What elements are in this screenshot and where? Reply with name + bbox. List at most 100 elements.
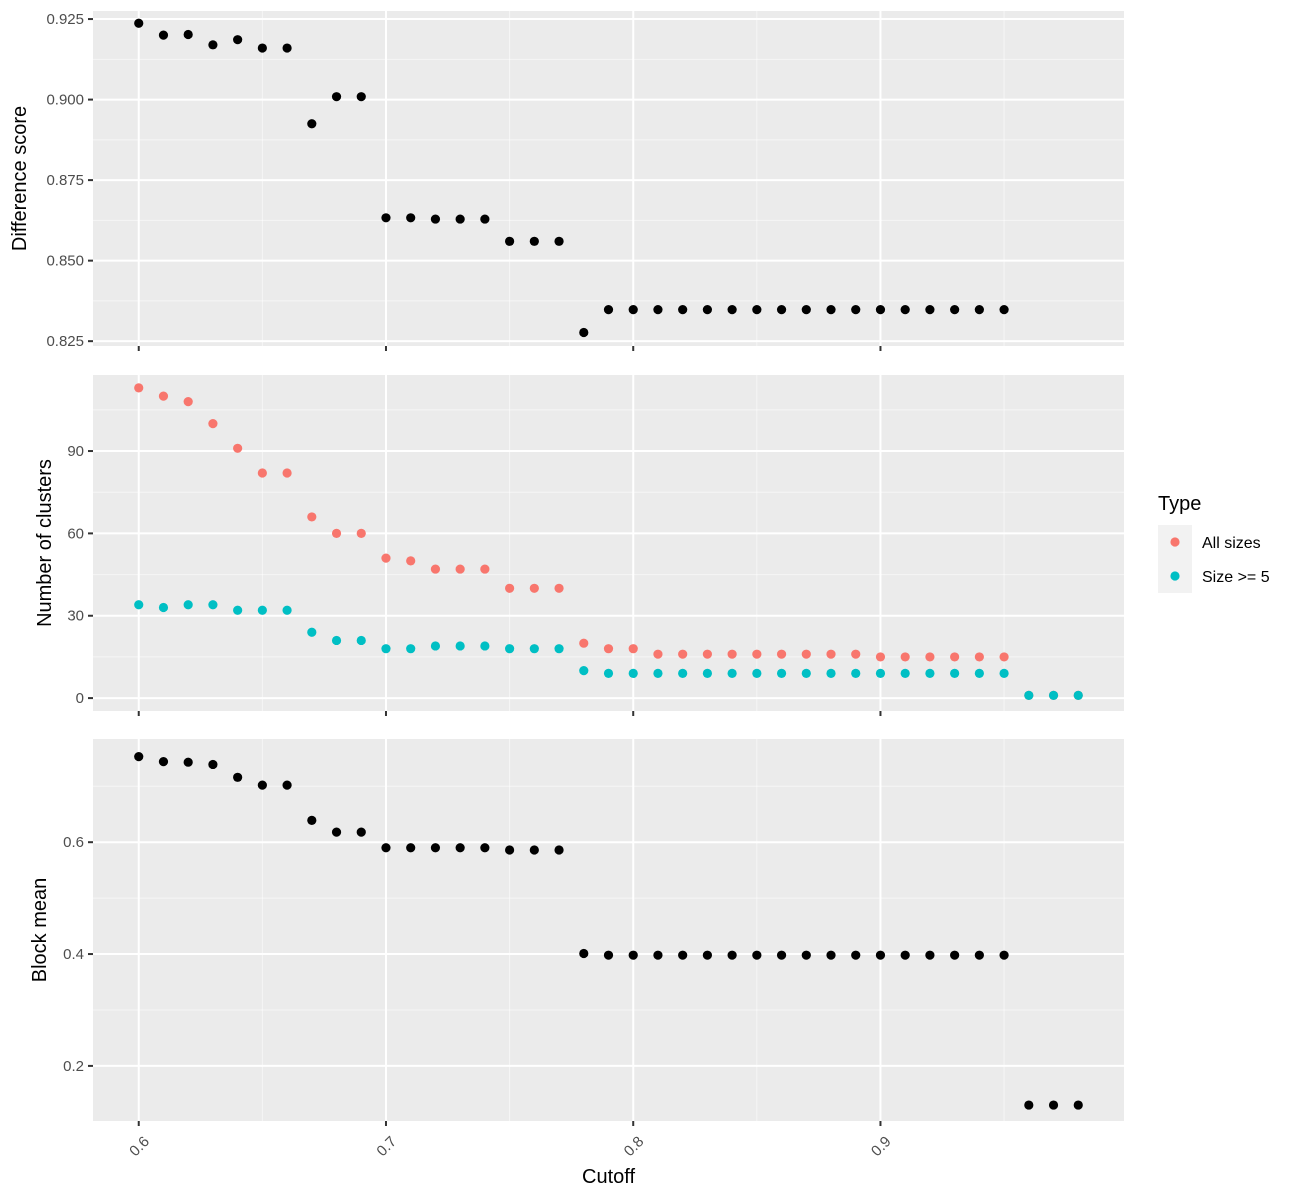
data-point [603,644,614,654]
data-point [900,950,910,960]
panel-background [93,11,1124,346]
data-point [801,668,811,678]
y-tick-label: 60 [67,525,84,542]
data-point [875,652,886,662]
data-point [752,668,762,678]
y-axis-title: Difference score [9,106,31,251]
data-point [974,668,984,678]
data-point [628,305,638,315]
data-point [554,583,564,593]
data-point [356,528,366,538]
data-point [603,668,614,678]
data-point [776,668,787,678]
data-point [356,635,366,646]
y-tick-label: 30 [67,608,84,625]
data-point [282,43,292,53]
data-point [628,668,638,678]
data-point [331,635,342,646]
data-point [653,649,663,659]
data-point [579,948,589,959]
data-point [752,649,762,659]
data-point [653,305,663,315]
data-point [999,652,1009,662]
data-point [480,843,490,853]
data-point [455,843,465,853]
data-point [851,305,861,315]
data-point [628,950,638,960]
data-point [950,950,960,960]
data-point [603,305,614,315]
data-point [406,843,416,853]
data-point [307,119,317,129]
data-point [331,92,342,102]
data-point [875,305,886,315]
data-point [381,843,391,853]
y-tick-label: 0.825 [46,333,84,350]
data-point [826,305,836,315]
data-point [603,950,614,960]
data-point [282,780,292,790]
data-point [974,652,984,662]
data-point [727,950,737,960]
x-tick-label: 0.8 [621,1133,648,1160]
data-point [1048,690,1059,700]
x-tick-label: 0.6 [126,1133,153,1160]
legend: Type All sizes Size >= 5 [1158,493,1270,593]
data-point [480,641,490,651]
panel-1: 0.825 0.850 0.875 0.900 0.925 Difference scor… [9,11,1124,351]
data-point [331,827,342,837]
legend-key [1170,571,1180,581]
panel-2: 0 30 60 90 Number of clusters [34,375,1124,716]
data-point [801,950,811,960]
data-point [925,668,935,678]
data-point [406,556,416,566]
data-point [702,668,712,678]
data-point [529,644,539,654]
data-point [183,600,193,610]
data-point [158,757,169,767]
legend-title: Type [1158,493,1201,515]
data-point [430,843,441,853]
data-point [331,528,342,538]
data-point [158,602,169,613]
data-point [950,305,960,315]
legend-label: All sizes [1202,535,1261,552]
data-point [678,649,688,659]
data-point [776,649,787,659]
data-point [554,236,564,246]
data-point [480,214,490,224]
data-point [505,845,515,855]
panel-3: 0.2 0.4 0.6 Block mean [29,739,1124,1126]
data-point [158,391,169,401]
x-axis-title: Cutoff [582,1166,635,1188]
legend-label: Size >= 5 [1202,569,1270,586]
data-point [183,29,193,40]
data-point [999,668,1009,678]
data-point [1073,1100,1083,1110]
data-point [579,327,589,338]
data-point [183,757,193,767]
data-point [727,649,737,659]
data-point [208,418,218,429]
data-point [678,305,688,315]
x-tick-label: 0.7 [373,1133,400,1160]
data-point [356,92,366,102]
data-point [900,305,910,315]
data-point [282,468,292,478]
data-point [430,564,441,574]
legend-key [1170,537,1180,547]
data-point [653,950,663,960]
data-point [801,649,811,659]
data-point [307,815,317,825]
data-point [950,652,960,662]
data-point [233,443,243,453]
data-point [282,605,292,615]
data-point [702,649,712,659]
data-point [208,40,218,50]
data-point [1073,690,1083,700]
data-point [776,950,787,960]
data-point [430,214,441,224]
data-point [974,950,984,960]
data-point [455,564,465,574]
